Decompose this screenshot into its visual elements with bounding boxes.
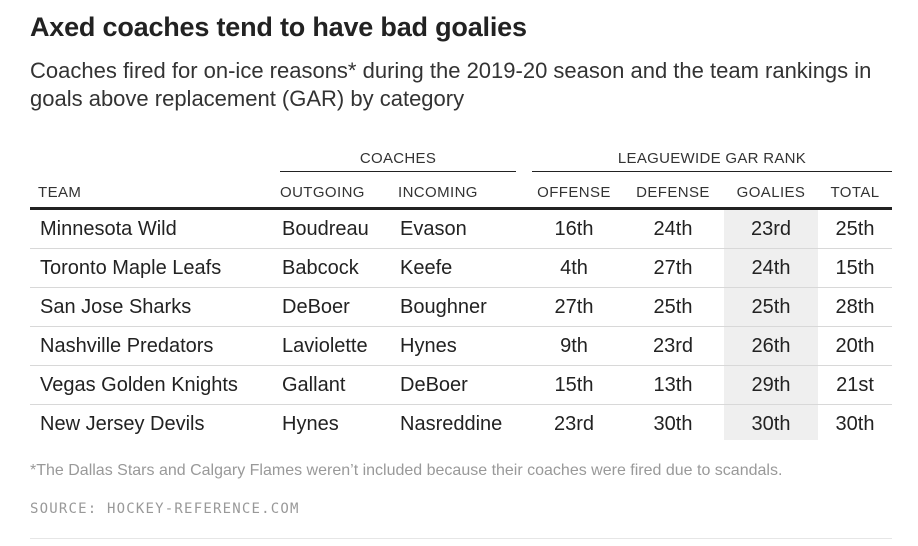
defense-rank-cell: 23rd	[652, 335, 694, 357]
column-header-defense: DEFENSE	[636, 184, 710, 201]
column-header-incoming: INCOMING	[398, 184, 478, 201]
incoming-coach-cell: Boughner	[400, 296, 487, 318]
goalies-rank-cell: 24th	[751, 257, 791, 279]
group-label-gar-rank: LEAGUEWIDE GAR RANK	[617, 150, 807, 167]
offense-rank-cell: 16th	[554, 218, 594, 240]
goalies-rank-cell: 26th	[751, 335, 791, 357]
table-row: New Jersey Devils Hynes Nasreddine 23rd 30th…	[30, 405, 892, 443]
footer-rule	[30, 538, 892, 539]
column-header-outgoing: OUTGOING	[280, 184, 365, 201]
chart-subtitle: Coaches fired for on-ice reasons* during…	[30, 58, 872, 111]
column-header-team: TEAM	[38, 184, 82, 201]
goalies-rank-cell: 29th	[751, 374, 791, 396]
column-header-goalies: GOALIES	[736, 184, 806, 201]
total-rank-cell: 30th	[835, 413, 875, 435]
column-header-offense: OFFENSE	[537, 184, 611, 201]
offense-rank-cell: 4th	[560, 257, 588, 279]
team-cell: Vegas Golden Knights	[40, 374, 238, 396]
table-row: Nashville Predators Laviolette Hynes 9th 23r…	[30, 327, 892, 366]
incoming-coach-cell: Keefe	[400, 257, 453, 279]
group-divider-coaches	[280, 171, 516, 172]
table-row: Vegas Golden Knights Gallant DeBoer 15th 13t…	[30, 366, 892, 405]
defense-rank-cell: 13th	[653, 374, 693, 396]
goalies-rank-cell: 30th	[751, 413, 791, 435]
team-cell: New Jersey Devils	[40, 413, 205, 435]
team-cell: San Jose Sharks	[40, 296, 192, 318]
total-rank-cell: 15th	[835, 257, 875, 279]
footnote: *The Dallas Stars and Calgary Flames wer…	[30, 462, 783, 479]
outgoing-coach-cell: Hynes	[282, 413, 339, 435]
defense-rank-cell: 27th	[653, 257, 693, 279]
total-rank-cell: 20th	[835, 335, 875, 357]
defense-rank-cell: 30th	[653, 413, 693, 435]
defense-rank-cell: 25th	[653, 296, 693, 318]
group-label-coaches: COACHES	[359, 150, 437, 167]
incoming-coach-cell: Nasreddine	[400, 413, 503, 435]
offense-rank-cell: 9th	[560, 335, 588, 357]
outgoing-coach-cell: Babcock	[282, 257, 359, 279]
offense-rank-cell: 27th	[554, 296, 594, 318]
incoming-coach-cell: Evason	[400, 218, 467, 240]
column-header-total: TOTAL	[830, 184, 880, 201]
table-row: Toronto Maple Leafs Babcock Keefe 4th 27th 24…	[30, 249, 892, 288]
table-row: San Jose Sharks DeBoer Boughner 27th 25th 25t…	[30, 288, 892, 327]
team-cell: Toronto Maple Leafs	[40, 257, 222, 279]
incoming-coach-cell: DeBoer	[400, 374, 468, 396]
outgoing-coach-cell: Laviolette	[282, 335, 368, 357]
offense-rank-cell: 15th	[554, 374, 594, 396]
goalies-rank-cell: 25th	[751, 296, 791, 318]
source-credit: SOURCE: HOCKEY-REFERENCE.COM	[30, 501, 300, 517]
team-cell: Minnesota Wild	[40, 218, 177, 240]
table-body: Minnesota Wild Boudreau Evason 16th 24th 23rd…	[30, 210, 892, 443]
incoming-coach-cell: Hynes	[400, 335, 457, 357]
total-rank-cell: 21st	[836, 374, 874, 396]
outgoing-coach-cell: Boudreau	[282, 218, 369, 240]
goalies-rank-cell: 23rd	[750, 218, 792, 240]
outgoing-coach-cell: DeBoer	[282, 296, 350, 318]
chart-title: Axed coaches tend to have bad goalies	[30, 12, 527, 42]
total-rank-cell: 28th	[835, 296, 875, 318]
header-rule	[30, 207, 892, 210]
total-rank-cell: 25th	[835, 218, 875, 240]
outgoing-coach-cell: Gallant	[282, 374, 346, 396]
defense-rank-cell: 24th	[653, 218, 693, 240]
table-row: Minnesota Wild Boudreau Evason 16th 24th 23rd…	[30, 210, 892, 249]
offense-rank-cell: 23rd	[553, 413, 595, 435]
team-cell: Nashville Predators	[40, 335, 214, 357]
group-divider-gar-rank	[532, 171, 892, 172]
